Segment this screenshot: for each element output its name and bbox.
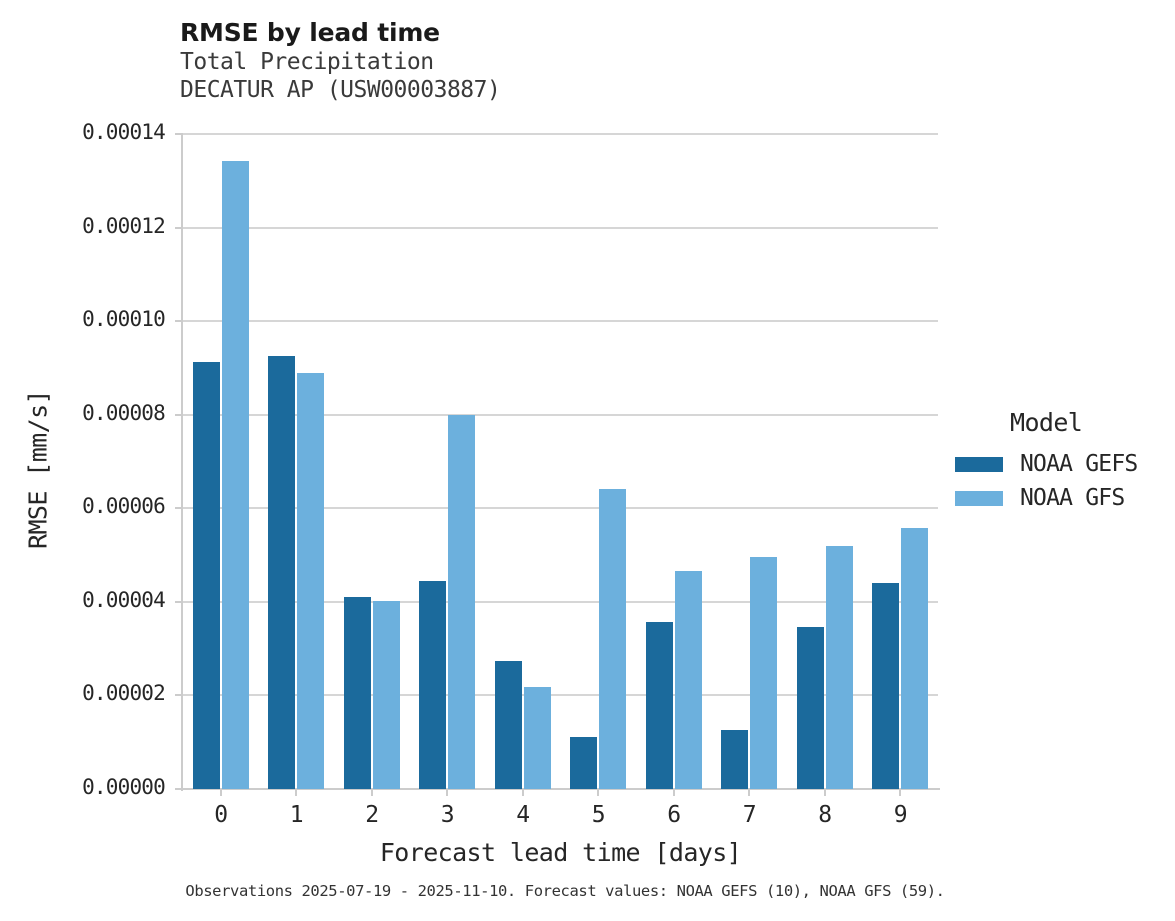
- gridline: [183, 600, 938, 603]
- y-axis-spine: [181, 133, 183, 791]
- x-axis-spine: [181, 788, 940, 790]
- bar-noaa-gfs-day-0: [221, 160, 249, 789]
- y-tick-mark: [175, 226, 181, 229]
- bar-noaa-gfs-day-9: [901, 528, 929, 789]
- legend-swatch-icon: [955, 490, 1003, 506]
- x-tick-mark: [219, 790, 222, 796]
- gridline: [183, 226, 938, 229]
- x-tick-mark: [370, 790, 373, 796]
- y-tick-mark: [175, 507, 181, 510]
- gridline: [183, 320, 938, 323]
- x-tick-mark: [823, 790, 826, 796]
- y-tick-label: 0.00006: [82, 494, 166, 519]
- bar-noaa-gfs-day-8: [825, 546, 853, 789]
- gridline: [183, 694, 938, 697]
- legend-label: NOAA GFS: [1020, 485, 1125, 511]
- x-tick-label: 0: [214, 802, 228, 828]
- bar-noaa-gefs-day-6: [645, 621, 673, 789]
- y-tick-label: 0.00000: [82, 775, 166, 799]
- page-title: RMSE by lead time: [180, 18, 440, 47]
- bar-noaa-gfs-day-5: [599, 489, 627, 789]
- y-tick-mark: [175, 413, 181, 416]
- bar-noaa-gefs-day-8: [796, 626, 824, 789]
- bar-noaa-gefs-day-1: [268, 355, 296, 789]
- x-tick-label: 1: [289, 802, 304, 828]
- chart-subtitle-variable: Total Precipitation: [180, 49, 434, 75]
- y-tick-mark: [175, 320, 181, 323]
- legend: Model NOAA GEFS NOAA GFS: [955, 408, 1175, 515]
- bar-noaa-gfs-day-7: [750, 557, 778, 789]
- y-tick-label: 0.00010: [82, 307, 166, 332]
- x-tick-mark: [748, 790, 751, 796]
- bar-noaa-gfs-day-4: [523, 687, 551, 789]
- legend-item-noaa-gfs[interactable]: NOAA GFS: [955, 481, 1175, 515]
- y-tick-label: 0.00002: [82, 681, 166, 706]
- x-tick-label: 3: [440, 802, 455, 828]
- chart-subtitle-station: DECATUR AP (USW00003887): [180, 77, 501, 103]
- bar-noaa-gefs-day-9: [872, 583, 900, 789]
- gridline: [183, 413, 938, 416]
- y-tick-mark: [175, 788, 181, 790]
- legend-label: NOAA GEFS: [1020, 451, 1138, 477]
- bar-noaa-gefs-day-7: [721, 729, 749, 789]
- y-tick-mark: [175, 694, 181, 697]
- bar-noaa-gfs-day-6: [674, 571, 702, 789]
- x-tick-label: 6: [667, 802, 681, 828]
- bar-noaa-gefs-day-3: [419, 581, 447, 789]
- x-tick-mark: [295, 790, 298, 796]
- x-tick-label: 2: [365, 802, 379, 828]
- y-tick-mark: [175, 133, 181, 135]
- legend-title: Model: [1010, 408, 1083, 437]
- legend-entries: NOAA GEFS NOAA GFS: [955, 447, 1175, 515]
- x-tick-mark: [899, 790, 902, 796]
- bar-noaa-gfs-day-1: [297, 372, 325, 789]
- footer-note: Observations 2025-07-19 - 2025-11-10. Fo…: [185, 882, 945, 900]
- x-tick-mark: [521, 790, 524, 796]
- y-tick-label: 0.00014: [82, 120, 166, 144]
- legend-item-noaa-gefs[interactable]: NOAA GEFS: [955, 447, 1175, 481]
- gridline: [183, 507, 938, 510]
- x-tick-label: 4: [516, 802, 530, 828]
- x-tick-mark: [446, 790, 449, 796]
- legend-swatch-icon: [955, 456, 1003, 472]
- bar-noaa-gfs-day-2: [372, 601, 400, 789]
- y-tick-label: 0.00008: [82, 400, 166, 425]
- bar-noaa-gfs-day-3: [448, 415, 476, 789]
- x-tick-mark: [597, 790, 600, 796]
- bar-noaa-gefs-day-4: [494, 660, 522, 789]
- x-tick-label: 7: [742, 802, 757, 828]
- x-tick-label: 8: [818, 802, 832, 828]
- bar-noaa-gefs-day-5: [570, 736, 598, 789]
- y-axis-title: RMSE [mm/s]: [23, 390, 53, 549]
- x-tick-label: 9: [893, 802, 908, 828]
- title-block: RMSE by lead time Total Precipitation DE…: [180, 18, 880, 104]
- bar-noaa-gefs-day-2: [343, 597, 371, 789]
- bar-noaa-gefs-day-0: [192, 361, 220, 789]
- x-tick-label: 5: [591, 802, 606, 828]
- y-tick-mark: [175, 600, 181, 603]
- x-tick-mark: [672, 790, 675, 796]
- plot-area: [183, 134, 938, 789]
- y-tick-label: 0.00004: [82, 587, 166, 612]
- y-tick-label: 0.00012: [82, 213, 166, 238]
- x-axis-title: Forecast lead time [days]: [379, 838, 742, 867]
- gridline: [183, 133, 938, 135]
